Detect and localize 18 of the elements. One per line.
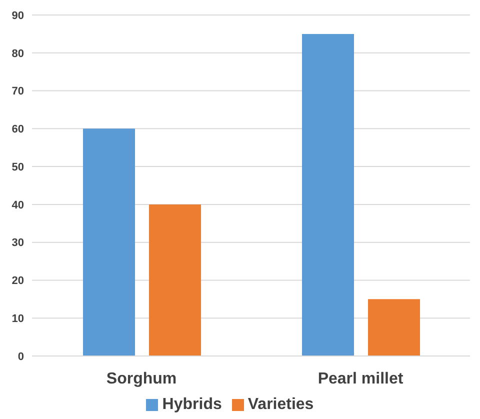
y-tick-label: 10 xyxy=(12,313,24,326)
bar xyxy=(149,204,201,356)
bar xyxy=(83,128,135,356)
y-tick-label: 90 xyxy=(12,10,24,22)
legend-label: Varieties xyxy=(248,396,314,413)
y-tick-label: 0 xyxy=(18,350,24,363)
bar xyxy=(302,34,354,356)
y-tick-label: 70 xyxy=(12,86,24,98)
bar xyxy=(368,299,420,356)
legend-label: Hybrids xyxy=(162,396,222,413)
x-tick-label: Pearl millet xyxy=(318,370,404,388)
y-tick-label: 50 xyxy=(12,161,24,174)
y-tick-label: 30 xyxy=(12,237,24,250)
y-tick-label: 20 xyxy=(12,275,24,288)
y-tick-label: 80 xyxy=(12,48,24,60)
y-tick-label: 60 xyxy=(12,124,24,136)
x-tick-label: Sorghum xyxy=(106,370,177,388)
y-tick-label: 40 xyxy=(12,199,24,212)
